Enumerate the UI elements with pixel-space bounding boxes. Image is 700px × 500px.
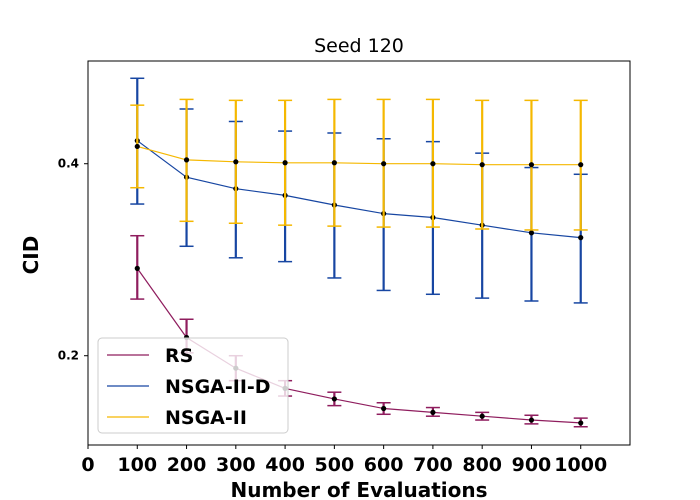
x-tick-label: 0 [81,454,94,476]
series-line-nsga-ii [137,145,581,166]
data-point-rs [134,265,140,271]
x-tick-label: 900 [512,454,552,476]
x-tick-label: 100 [117,454,157,476]
y-tick-label: 0.2 [58,349,79,363]
data-point-nsga-ii [479,162,485,168]
x-tick-label: 500 [315,454,355,476]
data-point-nsga-ii [381,161,387,167]
data-point-rs [528,417,535,423]
data-point-nsga-ii [233,159,239,165]
data-point-nsga-ii [331,160,337,166]
y-tick-label: 0.4 [58,157,79,171]
legend-label-nsga-ii-d: NSGA-II-D [165,376,271,398]
series-line-nsga-ii-d [136,140,581,239]
x-tick-label: 800 [462,454,502,476]
series-nsga-ii [130,98,588,231]
x-tick-label: 700 [413,454,453,476]
plot-area: 0 100 200 300 400 500 600 700 800 900 1000 0.2 0.4 RS… [58,60,631,476]
y-axis-label: CID [19,236,43,275]
data-point-rs [479,413,485,419]
data-point-nsga-ii [183,157,190,163]
data-point-rs [381,405,387,412]
data-point-rs [578,420,584,426]
chart-title: Seed 120 [314,35,404,57]
x-axis-label: Number of Evaluations [230,478,487,500]
legend-box [97,337,289,434]
legend: RS NSGA-II-D NSGA-II [97,337,289,434]
x-tick-label: 1000 [554,454,607,476]
data-point-rs [430,409,436,415]
x-tick-label: 400 [265,454,305,476]
data-point-nsga-ii-d [578,235,584,241]
data-point-nsga-ii [578,162,584,168]
data-point-rs [331,396,337,402]
legend-label-nsga-ii: NSGA-II [165,407,247,429]
data-point-nsga-ii [134,143,140,150]
axes-frame [87,60,631,446]
data-point-nsga-ii [528,162,535,168]
data-point-nsga-ii [430,161,436,167]
x-tick-label: 300 [216,454,256,476]
legend-label-rs: RS [165,345,193,367]
data-point-nsga-ii-d [528,230,535,236]
data-point-nsga-ii [282,160,288,166]
x-tick-label: 200 [167,454,207,476]
x-tick-label: 600 [364,454,404,476]
